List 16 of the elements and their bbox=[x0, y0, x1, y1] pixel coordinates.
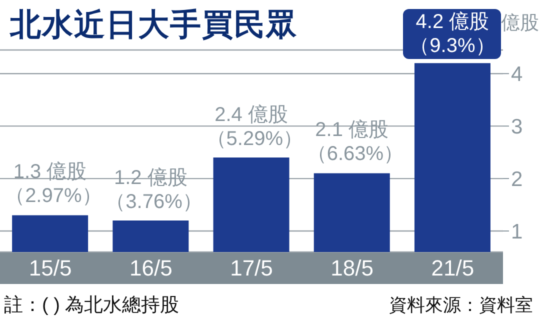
chart-title: 北水近日大手買民眾 bbox=[10, 6, 298, 44]
y-tick-label: 1 bbox=[511, 220, 523, 244]
text: 註：( ) 為北水總持股 bbox=[4, 294, 180, 318]
x-tick-label: 17/5 bbox=[230, 256, 273, 281]
y-tick-label: 3 bbox=[511, 116, 523, 139]
y-tick-label: 2 bbox=[511, 168, 523, 191]
data-label: 4.2 億股（9.3%） bbox=[403, 9, 502, 60]
x-tick-label: 18/5 bbox=[330, 256, 374, 281]
data-label: 2.4 億股（5.29%） bbox=[206, 102, 302, 151]
y-tick-label: 4 bbox=[511, 63, 523, 86]
data-label: 1.3 億股（2.97%） bbox=[5, 160, 102, 208]
x-tick-label: 15/5 bbox=[28, 256, 72, 281]
x-tick-label: 16/5 bbox=[129, 256, 172, 281]
x-tick-label: 21/5 bbox=[431, 256, 474, 281]
source-note: 資料來源：資料室 bbox=[389, 294, 533, 317]
y-axis-title: 億股 bbox=[501, 12, 539, 36]
